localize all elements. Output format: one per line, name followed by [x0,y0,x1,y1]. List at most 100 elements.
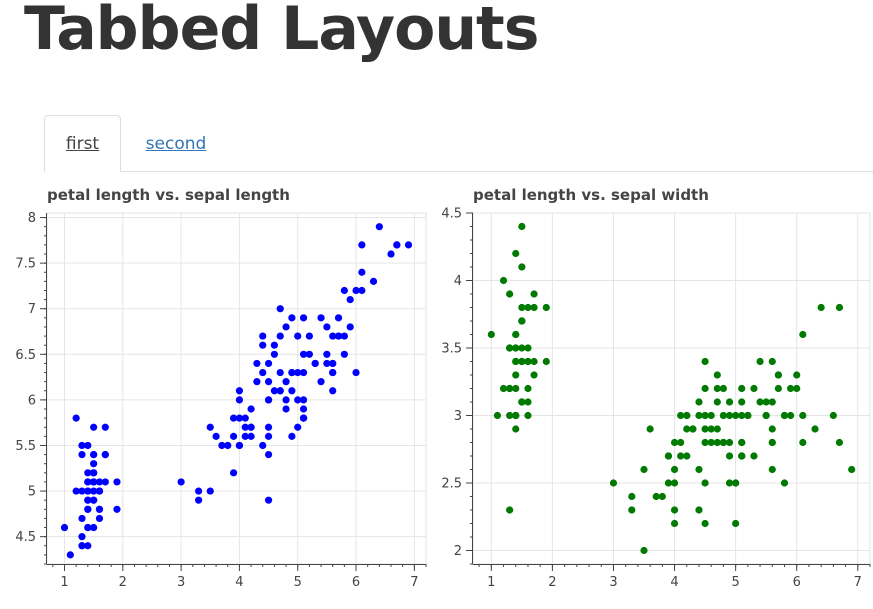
scatter-point [235,441,244,450]
scatter-point [224,441,232,450]
scatter-point [664,479,673,487]
scatter-point [369,277,378,285]
x-tick-label: 2 [548,575,556,590]
tab-bar: first second [44,115,873,172]
scatter-point [358,286,366,295]
scatter-point [241,432,249,440]
scatter-point [323,359,331,368]
x-tick-label: 1 [60,575,68,590]
scatter-point [701,519,709,528]
scatter-point [762,411,770,420]
scatter-point [340,350,348,358]
scatter-point [323,350,331,358]
x-tick-label: 3 [177,575,185,590]
scatter-point [84,478,92,486]
scatter-point [84,469,92,477]
scatter-point [732,519,740,528]
y-tick-label: 2.5 [441,477,462,492]
tab-second[interactable]: second [145,133,207,154]
scatter-point [695,465,703,474]
scatter-point [750,384,758,393]
scatter-point [212,432,220,440]
scatter-point [530,357,538,366]
y-tick-label: 4.5 [441,207,462,222]
scatter-point [311,359,319,368]
scatter-point [235,387,244,395]
scatter-point [738,438,746,447]
scatter-point [732,411,740,420]
scatter-point [84,523,92,532]
x-tick-label: 5 [731,575,739,590]
scatter-point [113,505,121,513]
scatter-point [282,378,290,386]
scatter-point [664,452,673,460]
scatter-point [499,276,508,285]
scatter-point [719,384,728,393]
scatter-point [774,384,782,393]
scatter-point [512,425,520,433]
scatter-plot-canvas[interactable]: 1 2 3 4 5 6 7 4.5 5 5.5 6 6.5 7 7.5 8 [0,178,430,609]
scatter-point [90,496,98,504]
scatter-point [518,398,526,406]
y-tick-label: 8 [28,211,36,226]
scatter-point [725,398,734,406]
scatter-point [701,357,709,366]
scatter-point [701,425,709,433]
scatter-point [524,398,532,406]
scatter-point [358,241,366,249]
scatter-point [524,411,532,420]
scatter-point [542,357,550,366]
scatter-point [542,303,550,312]
scatter-point [768,398,776,406]
scatter-point [725,411,734,420]
scatter-point [512,371,520,379]
scatter-plot-sepal-length[interactable]: petal length vs. sepal length 1 2 3 4 5 6 7 4.5… [0,178,430,609]
scatter-point [689,425,697,433]
scatter-point [294,423,302,431]
scatter-point [512,330,520,339]
scatter-point [95,478,104,486]
scatter-point [334,314,343,322]
scatter-point [518,344,526,352]
scatter-point [247,432,255,440]
y-tick-label: 6.5 [15,348,36,363]
scatter-point [305,332,313,340]
y-tick-label: 4 [454,274,462,289]
scatter-point [375,223,383,231]
y-tick-label: 7 [28,302,36,317]
scatter-point [259,341,267,349]
scatter-point [329,387,337,395]
x-tick-label: 4 [235,575,243,590]
scatter-point [835,438,844,447]
scatter-point [247,423,255,431]
scatter-point [683,411,691,420]
scatter-point [793,371,801,379]
scatter-point [229,414,238,422]
scatter-point [738,411,746,420]
scatter-plot-sepal-width[interactable]: petal length vs. sepal width 1 2 3 4 5 6 7 2 2.5… [430,178,871,609]
scatter-point [628,506,636,514]
scatter-point [270,387,278,395]
x-tick-label: 1 [487,575,495,590]
scatter-point [787,384,795,393]
scatter-point [317,378,325,386]
x-tick-label: 2 [119,575,127,590]
scatter-point [299,414,308,422]
y-tick-label: 7.5 [15,257,36,272]
y-tick-label: 3.5 [441,342,462,357]
scatter-point [713,384,721,393]
scatter-point [670,479,679,487]
scatter-point [677,411,685,420]
scatter-point [317,314,325,322]
scatter-point [78,514,86,523]
scatter-point [670,465,679,474]
tab-first[interactable]: first [44,115,121,172]
scatter-point [270,350,278,358]
scatter-point [695,411,703,420]
scatter-point [352,286,360,295]
scatter-point [762,398,770,406]
scatter-plot-canvas[interactable]: 1 2 3 4 5 6 7 2 2.5 3 3.5 4 4.5 [430,178,873,609]
scatter-point [768,425,776,433]
scatter-point [84,496,92,504]
scatter-point [101,478,109,486]
